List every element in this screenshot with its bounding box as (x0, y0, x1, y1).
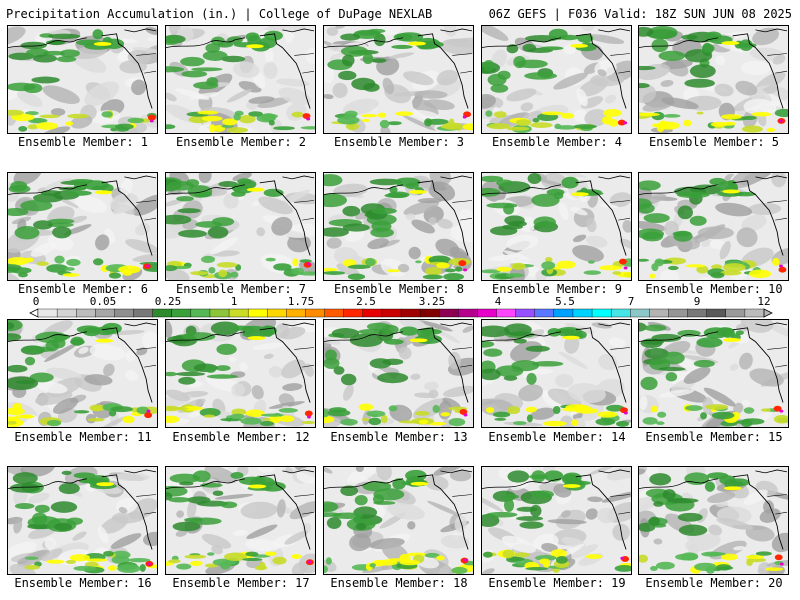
colorbar-segment (400, 308, 421, 318)
ensemble-panel (638, 466, 789, 575)
ensemble-panel-label: Ensemble Member: 16 (14, 576, 152, 590)
ensemble-panel (7, 172, 158, 281)
product-title: Precipitation Accumulation (in.) | Colle… (6, 7, 433, 21)
ensemble-panel-label: Ensemble Member: 4 (491, 135, 623, 149)
colorbar-segment (228, 308, 249, 318)
colorbar-arrow-right (763, 308, 773, 318)
colorbar-tick-label: 9 (693, 295, 701, 308)
ensemble-panel (481, 172, 632, 281)
ensemble-panel-label: Ensemble Member: 1 (17, 135, 149, 149)
colorbar-segment (133, 308, 154, 318)
ensemble-panel (323, 319, 474, 428)
colorbar-segment (744, 308, 765, 318)
ensemble-panel (481, 319, 632, 428)
colorbar-segment (37, 308, 58, 318)
colorbar-segment (95, 308, 115, 318)
ensemble-panel (481, 466, 632, 575)
colorbar-segment (190, 308, 211, 318)
colorbar-segment (458, 308, 478, 318)
colorbar-segment (553, 308, 574, 318)
ensemble-panel-label: Ensemble Member: 20 (645, 576, 783, 590)
ensemble-panel-label: Ensemble Member: 13 (330, 430, 468, 444)
colorbar-segment (630, 308, 650, 318)
valid-time-title: 06Z GEFS | F036 Valid: 18Z SUN JUN 08 20… (488, 7, 792, 21)
colorbar-segment (725, 308, 746, 318)
ensemble-panel (7, 319, 158, 428)
ensemble-panel (165, 466, 316, 575)
colorbar-segment (610, 308, 631, 318)
ensemble-panel-label: Ensemble Member: 11 (14, 430, 152, 444)
colorbar-segment (56, 308, 77, 318)
ensemble-panel-label: Ensemble Member: 8 (333, 282, 465, 296)
ensemble-panel-label: Ensemble Member: 18 (330, 576, 468, 590)
colorbar-segment (419, 308, 440, 318)
colorbar-segment (209, 308, 230, 318)
colorbar-tick-label: 2.5 (356, 295, 376, 308)
ensemble-panel (323, 466, 474, 575)
colorbar-segment (591, 308, 612, 318)
ensemble-panel (323, 25, 474, 134)
ensemble-panel (7, 466, 158, 575)
colorbar-segment (496, 308, 517, 318)
colorbar-segment (171, 308, 192, 318)
ensemble-panel-label: Ensemble Member: 15 (645, 430, 783, 444)
colorbar-tick-label: 0 (32, 295, 40, 308)
colorbar-tick-label: 1 (230, 295, 238, 308)
ensemble-panel (165, 25, 316, 134)
ensemble-panel-label: Ensemble Member: 7 (175, 282, 307, 296)
colorbar-segment (668, 308, 689, 318)
colorbar-tick-label: 1.75 (287, 295, 315, 308)
ensemble-panel-label: Ensemble Member: 3 (333, 135, 465, 149)
ensemble-panel-label: Ensemble Member: 12 (172, 430, 310, 444)
colorbar-segment (343, 308, 364, 318)
ensemble-panel-label: Ensemble Member: 5 (648, 135, 780, 149)
colorbar-tick-label: 7 (627, 295, 635, 308)
ensemble-panel (638, 25, 789, 134)
ensemble-panel (481, 25, 632, 134)
colorbar-segment (477, 308, 498, 318)
colorbar-segment (76, 308, 96, 318)
ensemble-panel-label: Ensemble Member: 14 (488, 430, 626, 444)
ensemble-panel (7, 25, 158, 134)
colorbar-segment (534, 308, 555, 318)
colorbar-segment (286, 308, 306, 318)
colorbar-tick-label: 0.25 (154, 295, 182, 308)
colorbar-tick-label: 3.25 (418, 295, 446, 308)
ensemble-panel (165, 319, 316, 428)
colorbar-segment (152, 308, 173, 318)
ensemble-panel-label: Ensemble Member: 6 (17, 282, 149, 296)
colorbar-segment (439, 308, 459, 318)
ensemble-panel (165, 172, 316, 281)
colorbar-tick-label: 0.05 (89, 295, 117, 308)
ensemble-panel-label: Ensemble Member: 19 (488, 576, 626, 590)
colorbar-arrow-left (29, 308, 39, 318)
colorbar-segment (687, 308, 708, 318)
ensemble-panel-label: Ensemble Member: 9 (491, 282, 623, 296)
ensemble-panel-label: Ensemble Member: 10 (645, 282, 783, 296)
colorbar-segment (114, 308, 135, 318)
colorbar-tick-label: 4 (494, 295, 502, 308)
colorbar-tick-label: 5.5 (555, 295, 575, 308)
colorbar-segment (706, 308, 727, 318)
colorbar-tick-label: 12 (757, 295, 771, 308)
ensemble-panel (638, 319, 789, 428)
colorbar-segment (362, 308, 383, 318)
colorbar-segment (305, 308, 326, 318)
colorbar-segment (572, 308, 593, 318)
colorbar-segment (649, 308, 669, 318)
colorbar-segment (515, 308, 536, 318)
header: Precipitation Accumulation (in.) | Colle… (0, 0, 800, 24)
colorbar-segment (247, 308, 268, 318)
ensemble-panel-label: Ensemble Member: 2 (175, 135, 307, 149)
colorbar-segment (381, 308, 402, 318)
colorbar-segment (267, 308, 287, 318)
ensemble-panel (638, 172, 789, 281)
ensemble-panel (323, 172, 474, 281)
colorbar (29, 308, 773, 318)
colorbar-segment (324, 308, 345, 318)
ensemble-panel-label: Ensemble Member: 17 (172, 576, 310, 590)
